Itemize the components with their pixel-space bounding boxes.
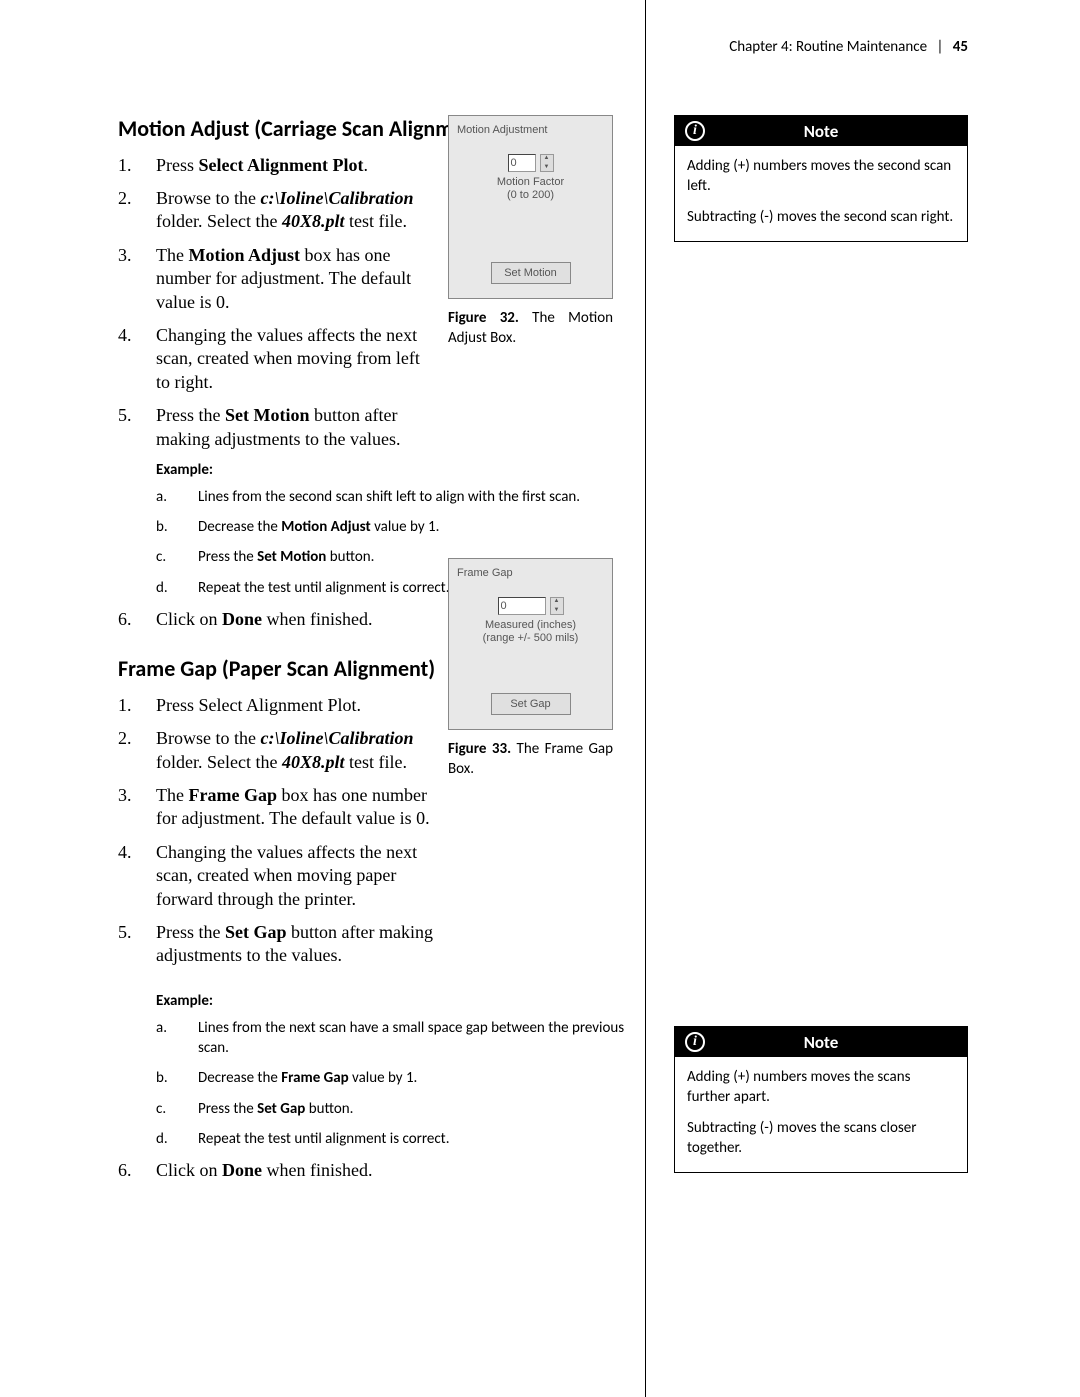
motion-factor-spinner[interactable]: ▲▼ [540, 154, 554, 172]
example-step: Lines from the second scan shift left to… [156, 487, 628, 507]
frame-gap-range: (range +/- 500 mils) [457, 632, 604, 645]
step: Press Select Alignment Plot. [118, 154, 433, 177]
example-step: Decrease the Motion Adjust value by 1. [156, 517, 628, 537]
note-text: Subtracting (-) moves the second scan ri… [687, 207, 955, 227]
frame-gap-label: Measured (inches) [457, 619, 604, 632]
note-body: Adding (+) numbers moves the second scan… [675, 146, 967, 241]
note-title: Note [804, 1032, 839, 1053]
step: Changing the values affects the next sca… [118, 841, 433, 911]
example-step: Repeat the test until alignment is corre… [156, 1129, 626, 1149]
frame-gap-input[interactable]: 0 [498, 597, 546, 615]
note-header: i Note [675, 1027, 967, 1057]
figure-frame-gap: Frame Gap 0 ▲▼ Measured (inches) (range … [448, 558, 613, 779]
example-step: Lines from the next scan have a small sp… [156, 1018, 626, 1059]
chapter-label: Chapter 4: Routine Maintenance [729, 38, 927, 56]
motion-adjust-dialog: Motion Adjustment 0 ▲▼ Motion Factor (0 … [448, 115, 613, 299]
frame-gap-steps: Press Select Alignment Plot. Browse to t… [118, 694, 433, 968]
motion-factor-range: (0 to 200) [457, 189, 604, 202]
frame-gap-step6: Click on Done when finished. [118, 1159, 628, 1182]
groupbox-label: Frame Gap [457, 567, 604, 579]
figure-caption: Figure 33. The Frame Gap Box. [448, 740, 613, 779]
note-text: Adding (+) numbers moves the second scan… [687, 156, 955, 197]
step: Browse to the c:\Ioline\Calibration fold… [118, 727, 433, 774]
step: The Motion Adjust box has one number for… [118, 244, 433, 314]
set-gap-button[interactable]: Set Gap [491, 693, 571, 715]
step: Press the Set Motion button after making… [118, 404, 433, 451]
example-label: Example: [156, 461, 628, 479]
groupbox-label: Motion Adjustment [457, 124, 604, 136]
motion-factor-label: Motion Factor [457, 176, 604, 189]
note-motion-adjust: i Note Adding (+) numbers moves the seco… [674, 115, 968, 242]
figure-caption: Figure 32. The Motion Adjust Box. [448, 309, 613, 348]
frame-gap-spinner[interactable]: ▲▼ [550, 597, 564, 615]
page-header: Chapter 4: Routine Maintenance | 45 [729, 38, 968, 56]
note-title: Note [804, 121, 839, 142]
step: Browse to the c:\Ioline\Calibration fold… [118, 187, 433, 234]
step: Click on Done when finished. [118, 1159, 628, 1182]
figure-motion-adjust: Motion Adjustment 0 ▲▼ Motion Factor (0 … [448, 115, 613, 348]
note-header: i Note [675, 116, 967, 146]
note-frame-gap: i Note Adding (+) numbers moves the scan… [674, 1026, 968, 1173]
motion-factor-input[interactable]: 0 [508, 154, 536, 172]
info-icon: i [685, 1032, 705, 1052]
frame-gap-dialog: Frame Gap 0 ▲▼ Measured (inches) (range … [448, 558, 613, 730]
info-icon: i [685, 121, 705, 141]
step: The Frame Gap box has one number for adj… [118, 784, 433, 831]
page-number: 45 [953, 38, 968, 56]
frame-gap-example: Lines from the next scan have a small sp… [156, 1018, 626, 1149]
motion-adjust-steps: Press Select Alignment Plot. Browse to t… [118, 154, 433, 451]
example-step: Decrease the Frame Gap value by 1. [156, 1068, 626, 1088]
column-divider [645, 0, 646, 1397]
note-body: Adding (+) numbers moves the scans furth… [675, 1057, 967, 1172]
set-motion-button[interactable]: Set Motion [491, 262, 571, 284]
step: Changing the values affects the next sca… [118, 324, 433, 394]
note-text: Subtracting (-) moves the scans closer t… [687, 1118, 955, 1159]
note-text: Adding (+) numbers moves the scans furth… [687, 1067, 955, 1108]
step: Press the Set Gap button after making ad… [118, 921, 433, 968]
example-label: Example: [156, 992, 628, 1010]
example-step: Press the Set Gap button. [156, 1099, 626, 1119]
header-divider: | [936, 38, 943, 56]
step: Press Select Alignment Plot. [118, 694, 433, 717]
